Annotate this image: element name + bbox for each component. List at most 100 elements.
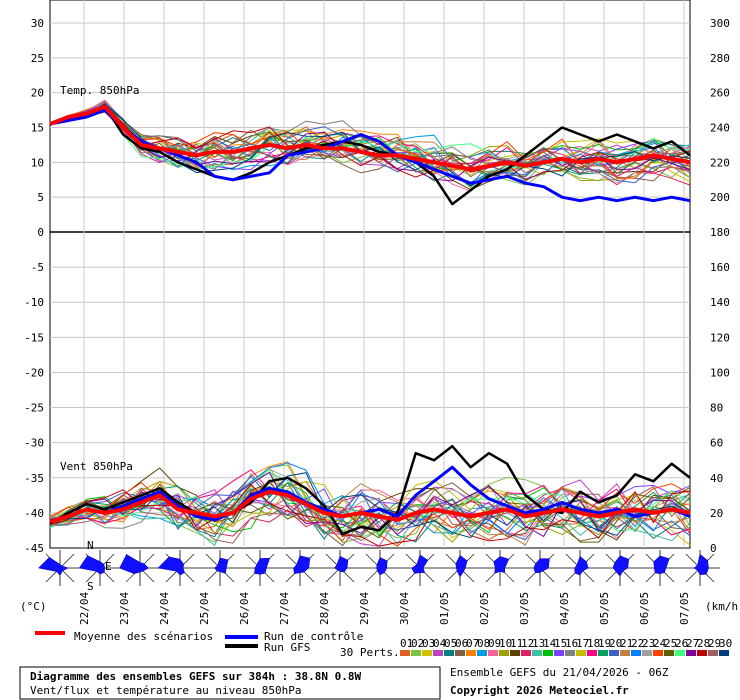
perturbation-id: 29 [708,637,721,650]
temp-gfs-line [49,105,691,206]
date-label: 25/04 [198,592,211,625]
date-label: 28/04 [318,592,331,625]
temp-panel-label: Temp. 850hPa [60,84,139,97]
wind-panel-label: Vent 850hPa [60,460,133,473]
perturbation-id: 11 [510,637,523,650]
temp-left-tick: 5 [37,191,44,204]
temp-right-tick: 220 [710,156,730,169]
date-label: 02/05 [478,592,491,625]
perturbation-id: 27 [686,637,699,650]
perturbation-id: 23 [642,637,655,650]
wind-control-line [49,465,691,524]
wind-left-tick: -20 [24,366,44,379]
wind-rose-shape [455,554,468,578]
perturbation-swatch [554,650,564,656]
wind-perturbation-line [49,482,691,537]
perturbation-id: 20 [609,637,622,650]
date-label: 30/04 [398,592,411,625]
perturbation-swatch [631,650,641,656]
wind-left-tick: -15 [24,331,44,344]
perturbation-swatch [686,650,696,656]
wind-right-tick: 100 [710,366,730,379]
wind-rose-shape [411,554,429,574]
wind-rose-shape [78,555,105,575]
date-label: 26/04 [238,592,251,625]
perturbation-swatch [411,650,421,656]
perturbation-id: 17 [576,637,589,650]
temp-perturbation-line [49,111,691,178]
perturbation-id: 26 [675,637,688,650]
temp-left-tick: 10 [31,156,44,169]
perturbation-id: 15 [554,637,567,650]
compass-e: E [105,560,112,573]
copyright: Copyright 2026 Meteociel.fr [450,684,629,697]
wind-rose-shape [37,556,69,576]
date-label: 22/04 [78,592,91,625]
perturbation-id: 09 [488,637,501,650]
perturbation-id: 06 [455,637,468,650]
perturbation-swatch [433,650,443,656]
wind-left-tick: -40 [24,507,44,520]
wind-rose-shape [334,555,349,573]
date-label: 27/04 [278,592,291,625]
legend-perts: 30 Perts. [340,646,400,659]
perturbation-id: 25 [664,637,677,650]
date-label: 23/04 [118,592,131,625]
wind-rose-shape [214,557,229,574]
perturbation-swatch [708,650,718,656]
wind-perturbation-line [49,469,691,536]
date-label: 04/05 [558,592,571,625]
wind-right-tick: 40 [710,472,723,485]
title-box [19,666,441,700]
wind-rose-shape [612,555,630,577]
perturbation-id: 18 [587,637,600,650]
wind-right-tick: 60 [710,437,723,450]
perturbation-swatch [675,650,685,656]
date-label: 07/05 [678,592,691,625]
perturbation-id: 22 [631,637,644,650]
temp-right-tick: 180 [710,226,730,239]
temp-perturbation-line [49,108,691,173]
wind-right-tick: 80 [710,402,723,415]
perturbation-swatch [587,650,597,656]
perturbation-swatch [488,650,498,656]
wind-right-tick: 20 [710,507,723,520]
legend-mean: Moyenne des scénarios [74,630,213,643]
compass-s: S [87,580,94,593]
wind-left-tick: -45 [24,542,44,555]
perturbation-id: 05 [444,637,457,650]
temp-right-tick: 260 [710,87,730,100]
main-series-lines [49,104,691,536]
date-label: 06/05 [638,592,651,625]
perturbation-id: 14 [543,637,557,650]
temp-mean-line [49,104,691,172]
wind-left-tick: -25 [24,402,44,415]
perturbation-id: 28 [697,637,710,650]
wind-left-tick: -10 [24,296,44,309]
date-axis-labels: 22/04 23/04 24/04 25/04 26/04 27/04 28/04 29/04… [78,592,691,625]
diagram-title: Diagramme des ensembles GEFS sur 384h : … [30,670,362,683]
perturbation-swatch [422,650,432,656]
perturbation-id: 01 [400,637,413,650]
unit-right: (km/h) [705,600,740,613]
chart-grid [49,0,691,549]
temp-right-tick: 200 [710,191,730,204]
perturbation-id: 10 [499,637,512,650]
wind-perturbation-line [49,471,691,538]
perturbation-swatch [565,650,575,656]
temp-perturbation-line [49,101,691,185]
wind-rose-shape [574,555,589,576]
perturbation-swatch [532,650,542,656]
date-label: 29/04 [358,592,371,625]
wind-right-tick: 120 [710,331,730,344]
perturbation-swatch [664,650,674,656]
perturbation-swatch [653,650,663,656]
perturbation-swatch [620,650,630,656]
wind-perturbation-line [49,483,691,547]
wind-gfs-line [49,444,691,536]
perturbation-swatch [642,650,652,656]
wind-right-tick: 0 [710,542,717,555]
perturbation-id: 08 [477,637,490,650]
